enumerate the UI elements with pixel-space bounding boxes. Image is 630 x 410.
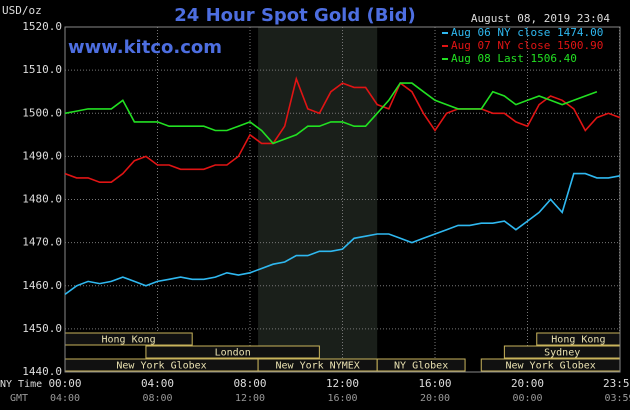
series-line [64, 82, 598, 145]
x2-axis-label: GMT [10, 393, 28, 404]
legend-label: Aug 08 Last 1506.40 [451, 52, 577, 65]
y-tick-label: 1510.0 [22, 63, 62, 76]
session-label: London [215, 348, 251, 359]
y-tick-label: 1500.0 [22, 106, 62, 119]
session-label: NY Globex [394, 361, 448, 372]
legend-label: Aug 06 NY close 1474.00 [451, 26, 603, 39]
y-tick-label: 1520.0 [22, 20, 62, 33]
y-axis-label: USD/oz [2, 4, 42, 17]
x2-tick-label: 16:00 [327, 393, 357, 404]
session-label: Hong Kong [551, 335, 605, 346]
legend-label: Aug 07 NY close 1500.90 [451, 39, 603, 52]
session-label: Sydney [544, 348, 580, 359]
x2-tick-label: 20:00 [420, 393, 450, 404]
plot-border [64, 26, 621, 373]
session-box [376, 358, 466, 372]
session-label: New York Globex [505, 361, 595, 372]
watermark: www.kitco.com [68, 37, 222, 58]
x2-tick-label: 08:00 [142, 393, 172, 404]
x2-tick-label: 03:59 [604, 393, 630, 404]
x-tick-label: 23:59 [603, 377, 630, 390]
y-tick-label: 1460.0 [22, 279, 62, 292]
x-tick-label: 04:00 [141, 377, 174, 390]
chart-title: 24 Hour Spot Gold (Bid) [174, 5, 415, 26]
y-tick-label: 1480.0 [22, 193, 62, 206]
series-line [64, 172, 621, 296]
x-tick-label: 00:00 [48, 377, 81, 390]
y-tick-label: 1490.0 [22, 149, 62, 162]
series-line [64, 76, 621, 183]
session-label: Hong Kong [102, 335, 156, 346]
y-tick-label: 1470.0 [22, 236, 62, 249]
x2-tick-label: 00:00 [512, 393, 542, 404]
session-label: New York NYMEX [275, 361, 359, 372]
x-tick-label: 20:00 [511, 377, 544, 390]
session-label: New York Globex [116, 361, 206, 372]
x-axis-label: NY Time [0, 379, 42, 390]
x2-tick-label: 12:00 [235, 393, 265, 404]
y-tick-label: 1440.0 [22, 365, 62, 378]
session-box [145, 345, 320, 359]
x-tick-label: 16:00 [418, 377, 451, 390]
x2-tick-label: 04:00 [50, 393, 80, 404]
y-tick-label: 1450.0 [22, 322, 62, 335]
x-tick-label: 08:00 [233, 377, 266, 390]
x-tick-label: 12:00 [326, 377, 359, 390]
timestamp: August 08, 2019 23:04 [471, 12, 610, 25]
